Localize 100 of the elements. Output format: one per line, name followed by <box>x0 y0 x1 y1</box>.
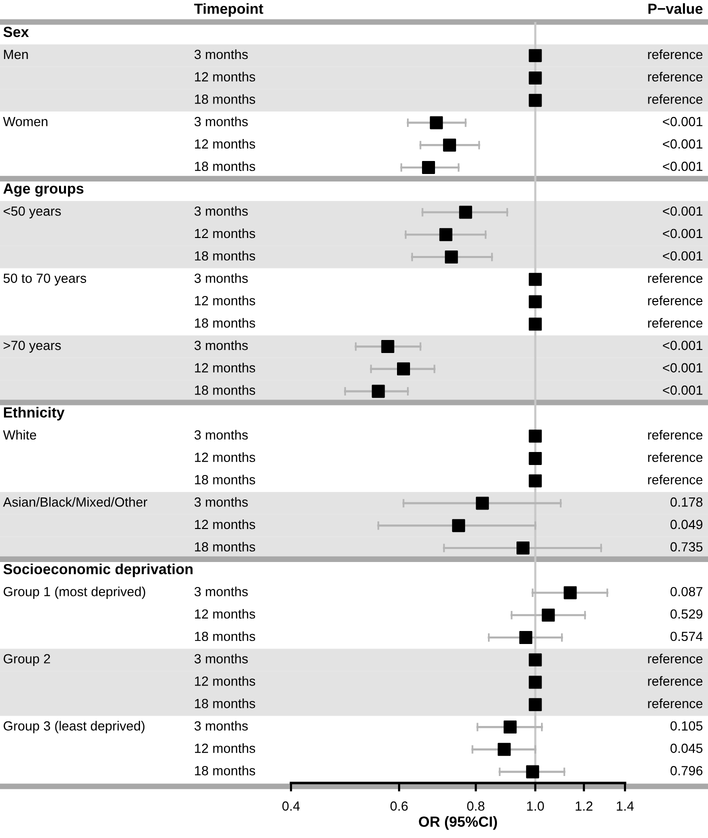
y-tick-label: 3 months <box>194 116 248 126</box>
y-tick-label: 3 months <box>194 497 248 507</box>
point <box>452 519 466 532</box>
y-tick-label: 3 months <box>194 654 248 664</box>
y2-tick-label: Sex <box>3 26 29 38</box>
text: <0.001 <box>662 116 702 126</box>
x-tick-label: 1.0 <box>527 801 544 811</box>
point <box>528 71 542 84</box>
text: 0.049 <box>670 520 702 530</box>
y-tick-label: 18 months <box>195 474 256 484</box>
y-tick-label: 3 months <box>194 430 248 440</box>
y-tick-label: 18 months <box>195 94 256 104</box>
point <box>528 698 542 712</box>
x-axis-title: OR (95%CI) <box>418 816 497 830</box>
text: 0.087 <box>670 586 702 596</box>
text: reference <box>648 698 702 708</box>
point <box>439 228 452 242</box>
y2-tick-label: Men <box>4 50 28 60</box>
y-tick-label: 12 months <box>195 743 256 753</box>
point <box>528 295 542 308</box>
text: reference <box>648 273 702 283</box>
y2-tick-label: Women <box>3 117 48 126</box>
text: Timepoint <box>194 3 264 17</box>
point <box>444 250 458 264</box>
y-tick-label: 3 months <box>194 586 248 596</box>
x-tick-label: 1.2 <box>576 801 592 811</box>
text: reference <box>648 94 702 104</box>
text: <0.001 <box>662 206 702 216</box>
x-tick-label: 0.8 <box>467 801 484 811</box>
y-tick-label: 3 months <box>194 273 248 283</box>
y-tick-label: 12 months <box>195 452 256 462</box>
text: <0.001 <box>662 363 702 372</box>
point <box>528 49 542 62</box>
text: reference <box>648 654 702 664</box>
y-tick-label: 3 months <box>194 206 248 216</box>
y-tick-label: 18 months <box>195 385 256 395</box>
text: reference <box>648 49 702 60</box>
text: <0.001 <box>662 139 702 149</box>
y2-tick-label: Group 1 (most deprived) <box>4 586 146 599</box>
y-tick-label: 3 months <box>194 720 248 731</box>
y2-tick-label: Ethnicity <box>4 406 64 420</box>
y2-tick-label: >70 years <box>4 340 61 353</box>
text: 0.178 <box>670 497 702 507</box>
y-tick-label: 18 months <box>195 631 256 642</box>
y-tick-label: 12 months <box>195 519 256 530</box>
y-tick-label: 12 months <box>195 228 256 238</box>
point <box>528 94 542 107</box>
text: 0.796 <box>670 766 702 776</box>
text: reference <box>648 474 702 484</box>
text: <0.001 <box>662 162 702 172</box>
y-tick-label: 18 months <box>195 698 256 708</box>
text: P−value <box>648 3 703 14</box>
text: 0.105 <box>670 721 702 731</box>
text: <0.001 <box>662 340 702 350</box>
text: reference <box>648 676 702 686</box>
y-tick-label: 12 months <box>195 296 256 306</box>
y-tick-label: 18 months <box>195 542 256 552</box>
y-tick-label: 12 months <box>195 72 256 82</box>
x-tick-label: 0.6 <box>390 801 408 811</box>
text: <0.001 <box>662 228 702 238</box>
text: 0.735 <box>670 542 702 552</box>
y-tick-label: 3 months <box>194 340 248 350</box>
point <box>528 452 542 465</box>
y2-tick-label: 50 to 70 years <box>4 274 86 286</box>
y-tick-label: 3 months <box>194 49 248 60</box>
point <box>528 676 542 689</box>
point <box>528 272 542 286</box>
y2-tick-label: Asian/Black/Mixed/Other <box>3 497 148 507</box>
y-tick-label: 12 months <box>195 362 256 372</box>
y2-tick-label: Age groups <box>3 184 84 197</box>
text: <0.001 <box>662 251 702 261</box>
y2-tick-label: White <box>3 430 36 440</box>
y-tick-label: 12 months <box>195 138 256 149</box>
text: reference <box>648 452 702 462</box>
text: 0.045 <box>670 744 702 753</box>
text: reference <box>648 318 702 328</box>
text: reference <box>648 72 702 82</box>
x-tick-label: 0.4 <box>282 801 300 811</box>
point <box>528 318 542 331</box>
y-tick-label: 18 months <box>195 318 256 328</box>
y2-tick-label: Socioeconomic deprivation <box>3 564 193 578</box>
y-tick-label: 18 months <box>195 766 256 776</box>
point <box>528 474 542 488</box>
text: reference <box>648 296 702 306</box>
y-tick-label: 18 months <box>195 161 256 172</box>
point <box>526 765 540 778</box>
y2-tick-label: Group 3 (least deprived) <box>4 720 144 734</box>
y2-tick-label: Group 2 <box>4 654 50 666</box>
y2-tick-label: <50 years <box>4 206 61 218</box>
point <box>528 430 542 443</box>
text: reference <box>648 430 702 440</box>
point <box>443 138 456 152</box>
y-tick-label: 18 months <box>195 250 256 261</box>
point <box>528 653 542 666</box>
y-tick-label: 12 months <box>195 608 256 619</box>
x-tick-label: 1.4 <box>616 802 634 811</box>
point <box>519 631 532 644</box>
y-tick-label: 12 months <box>195 676 256 686</box>
text: 0.574 <box>670 632 703 642</box>
text: 0.529 <box>670 609 702 619</box>
